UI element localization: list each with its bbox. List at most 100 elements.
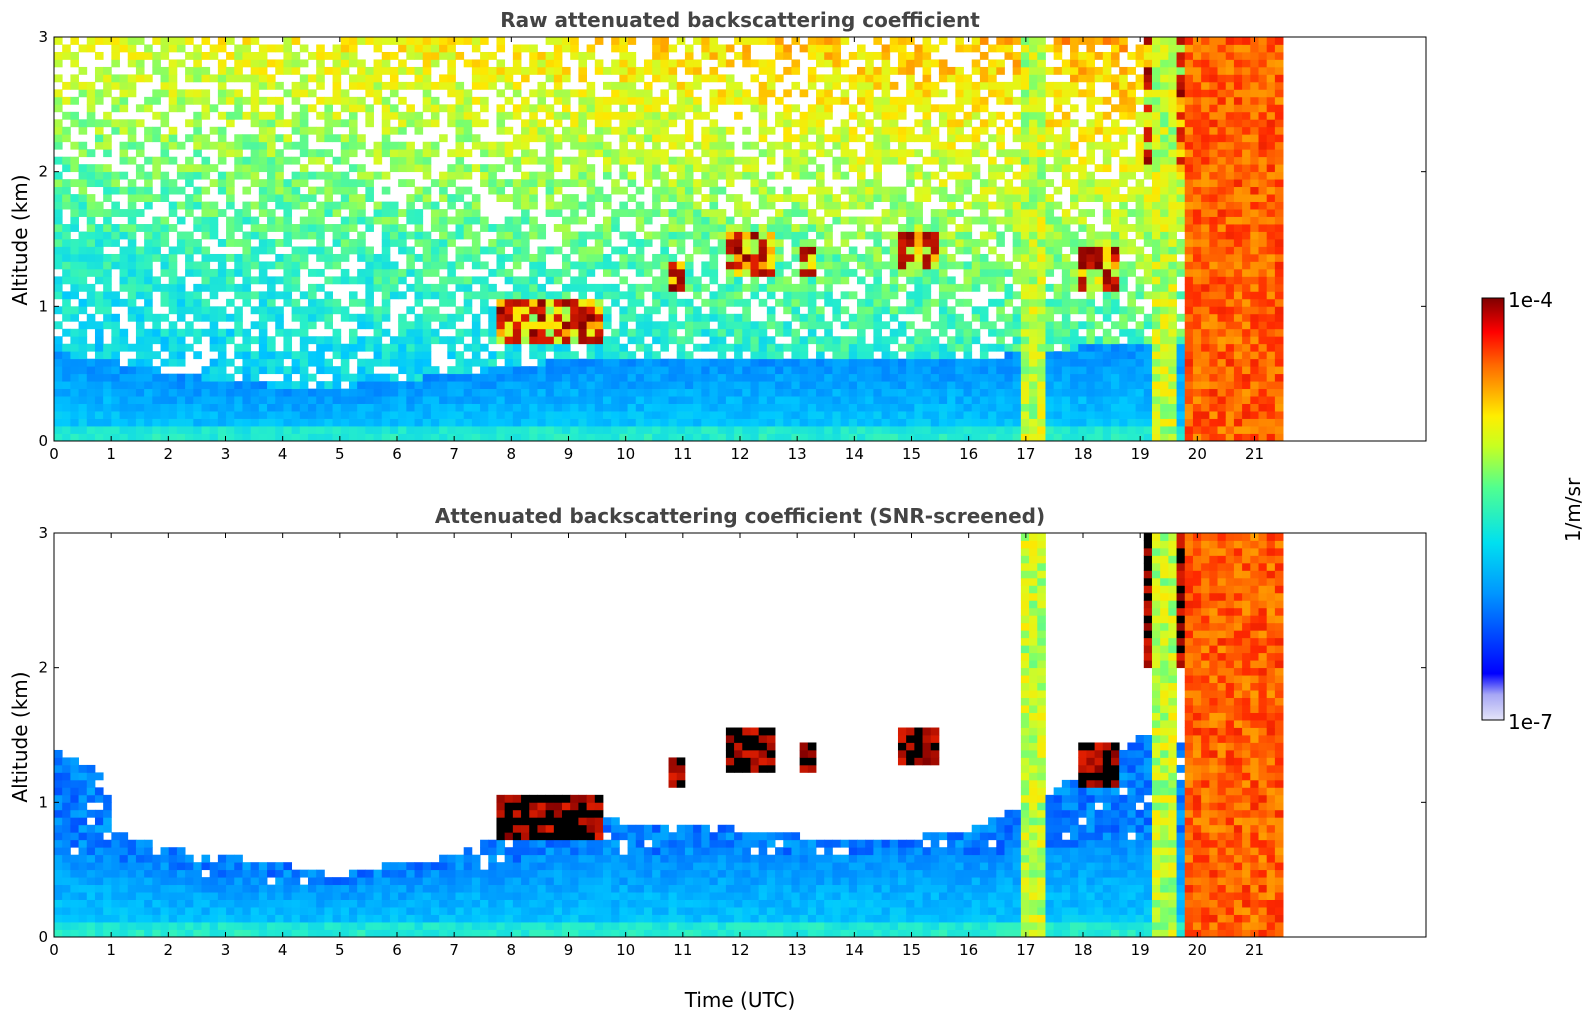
heatmap-cell xyxy=(930,261,940,270)
heatmap-cell xyxy=(340,313,350,322)
heatmap-cell xyxy=(602,253,612,262)
heatmap-cell xyxy=(857,373,866,382)
heatmap-cell xyxy=(709,44,719,53)
heatmap-cell xyxy=(422,433,432,442)
heatmap-cell xyxy=(643,381,653,390)
heatmap-cell xyxy=(193,351,202,360)
heatmap-cell xyxy=(193,268,202,277)
heatmap-cell xyxy=(1029,403,1038,412)
heatmap-cell xyxy=(537,298,547,307)
heatmap-cell xyxy=(676,194,686,202)
heatmap-cell xyxy=(86,298,96,307)
heatmap-cell xyxy=(881,89,891,98)
heatmap-cell xyxy=(283,216,293,225)
heatmap-cell xyxy=(447,164,456,173)
heatmap-cell xyxy=(267,396,276,404)
heatmap-cell xyxy=(873,171,882,180)
heatmap-cell xyxy=(488,306,497,315)
heatmap-cell xyxy=(54,381,63,390)
heatmap-cell xyxy=(299,291,309,300)
heatmap-cell xyxy=(652,321,661,330)
heatmap-cell xyxy=(348,373,358,382)
heatmap-cell xyxy=(996,134,1005,143)
heatmap-cell xyxy=(1020,253,1030,262)
heatmap-cell xyxy=(299,366,309,375)
heatmap-cell xyxy=(422,239,432,247)
heatmap-cell xyxy=(348,418,358,427)
heatmap-cell xyxy=(897,418,907,427)
heatmap-cell xyxy=(578,149,587,158)
heatmap-cell xyxy=(348,74,358,83)
heatmap-cell xyxy=(930,81,940,90)
heatmap-cell xyxy=(234,426,243,434)
heatmap-cell xyxy=(922,336,932,345)
heatmap-cell xyxy=(152,351,161,360)
heatmap-cell xyxy=(291,298,301,307)
heatmap-cell xyxy=(447,179,456,188)
heatmap-cell xyxy=(627,336,637,345)
heatmap-cell xyxy=(562,201,571,210)
heatmap-cell xyxy=(340,171,350,180)
heatmap-cell xyxy=(160,336,170,345)
heatmap-cell xyxy=(430,246,440,255)
heatmap-cell xyxy=(652,366,661,375)
heatmap-cell xyxy=(553,298,563,307)
heatmap-cell xyxy=(881,306,891,315)
heatmap-cell xyxy=(627,74,637,83)
heatmap-cell xyxy=(226,231,235,240)
heatmap-cell xyxy=(553,96,563,105)
heatmap-cell xyxy=(537,373,547,382)
heatmap-cell xyxy=(160,51,170,60)
heatmap-cell xyxy=(840,403,850,412)
heatmap-cell xyxy=(488,358,497,367)
heatmap-cell xyxy=(439,216,448,225)
heatmap-cell xyxy=(209,283,219,292)
heatmap-cell xyxy=(144,366,153,375)
heatmap-cell xyxy=(62,224,71,232)
heatmap-cell xyxy=(684,396,694,404)
heatmap-cell xyxy=(242,336,252,345)
heatmap-cell xyxy=(824,426,833,434)
heatmap-cell xyxy=(258,261,268,270)
heatmap-cell xyxy=(816,111,825,120)
heatmap-cell xyxy=(668,141,678,150)
heatmap-cell xyxy=(996,283,1005,292)
heatmap-cell xyxy=(602,66,612,75)
heatmap-cell xyxy=(70,59,79,68)
heatmap-cell xyxy=(267,141,276,150)
heatmap-cell xyxy=(504,321,514,330)
heatmap-cell xyxy=(562,261,571,270)
heatmap-cell xyxy=(988,156,997,165)
heatmap-cell xyxy=(988,119,997,128)
heatmap-cell xyxy=(496,351,506,360)
heatmap-cell xyxy=(480,149,489,158)
heatmap-cell xyxy=(209,411,219,419)
heatmap-cell xyxy=(1037,201,1046,210)
heatmap-cell xyxy=(160,396,170,404)
heatmap-cell xyxy=(70,224,79,232)
heatmap-cell xyxy=(693,276,702,285)
heatmap-cell xyxy=(430,396,440,404)
heatmap-cell xyxy=(242,298,252,307)
heatmap-cell xyxy=(676,81,686,90)
heatmap-cell xyxy=(62,261,71,270)
heatmap-cell xyxy=(725,261,735,270)
heatmap-cell xyxy=(602,149,612,158)
heatmap-cell xyxy=(308,246,317,255)
heatmap-cell xyxy=(217,418,227,427)
heatmap-cell xyxy=(791,433,801,442)
heatmap-cell xyxy=(308,156,317,165)
heatmap-cell xyxy=(226,381,235,390)
heatmap-cell xyxy=(521,426,530,434)
heatmap-cell xyxy=(914,411,923,419)
heatmap-cell xyxy=(979,351,989,360)
heatmap-cell xyxy=(62,51,71,60)
heatmap-cell xyxy=(234,141,243,150)
heatmap-cell xyxy=(283,141,293,150)
heatmap-cell xyxy=(160,89,170,98)
heatmap-cell xyxy=(299,149,309,158)
heatmap-cell xyxy=(54,89,63,98)
heatmap-cell xyxy=(512,328,522,337)
heatmap-cell xyxy=(701,216,710,225)
heatmap-cell xyxy=(578,418,587,427)
